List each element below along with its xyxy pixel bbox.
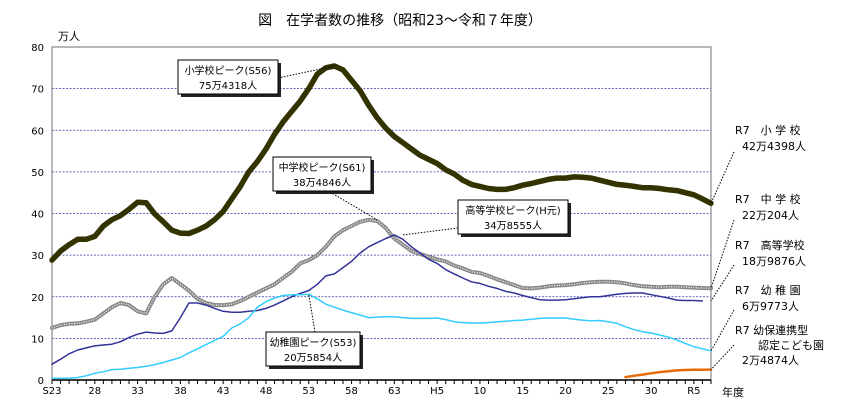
annotation-box <box>457 199 569 235</box>
x-tick-label: 63 <box>388 386 401 397</box>
x-tick-label: H5 <box>430 386 444 397</box>
annotation-title: 中学校ピーク(S61) <box>279 161 366 174</box>
end-label-value: 2万4874人 <box>742 354 799 367</box>
y-tick-label: 60 <box>31 126 44 137</box>
annotation-title: 小学校ピーク(S56) <box>185 64 272 77</box>
y-tick-label: 30 <box>31 251 44 262</box>
x-tick-label: 38 <box>174 386 187 397</box>
annotation-title: 高等学校ピーク(H元) <box>465 204 560 217</box>
y-tick-label: 10 <box>31 334 44 345</box>
end-label-value: 18万9876人 <box>742 255 806 268</box>
annotation-leader <box>308 294 316 333</box>
end-label-subtitle: 認定こども園 <box>758 338 824 352</box>
series-line-3 <box>51 234 704 365</box>
end-label-leader <box>710 344 735 370</box>
y-tick-label: 70 <box>31 85 44 96</box>
end-label-leader <box>710 219 735 289</box>
x-tick-label: 58 <box>345 386 358 397</box>
annotation-leader <box>329 191 378 221</box>
series-line-5 <box>624 368 713 379</box>
x-tick-label: 28 <box>88 386 101 397</box>
end-label-title: R7 幼 稚 園 <box>735 284 801 297</box>
annotation-value: 38万4846人 <box>293 177 351 189</box>
y-tick-label: 20 <box>31 293 44 304</box>
y-tick-label: 50 <box>31 168 44 179</box>
y-axis-unit: 万人 <box>58 30 80 43</box>
y-tick-label: 40 <box>31 210 44 221</box>
y-tick-label: 0 <box>38 376 44 387</box>
series-line-1 <box>49 63 714 263</box>
y-tick-label: 80 <box>31 43 44 54</box>
annotation-value: 75万4318人 <box>199 80 257 92</box>
end-label-leader <box>710 264 735 302</box>
x-tick-label: 30 <box>645 386 658 397</box>
annotation-title: 幼稚園ピーク(S53) <box>270 336 357 349</box>
x-tick-label: 48 <box>260 386 273 397</box>
end-label-value: 22万204人 <box>742 209 799 222</box>
end-label-value: 6万9773人 <box>742 300 799 313</box>
annotation-leader <box>277 65 335 79</box>
x-tick-label: 10 <box>474 386 487 397</box>
x-tick-label: 33 <box>131 386 144 397</box>
x-tick-label: R5 <box>687 386 700 397</box>
x-tick-label: 15 <box>516 386 529 397</box>
end-label-title: R7 中 学 校 <box>735 192 801 206</box>
x-tick-label: 20 <box>559 386 572 397</box>
annotation-box <box>272 156 372 192</box>
x-axis-unit: 年度 <box>722 385 744 399</box>
end-label-leader <box>710 309 735 352</box>
annotation-box <box>177 59 279 95</box>
end-label-title: R7 小 学 校 <box>735 123 801 137</box>
end-label-leader <box>710 151 735 204</box>
x-tick-label: 53 <box>302 386 315 397</box>
end-label-title: R7 幼保連携型 <box>735 323 808 337</box>
annotation-leader <box>402 227 459 236</box>
chart-title: 図 在学者数の推移（昭和23～令和７年度） <box>258 13 542 29</box>
x-tick-label: 25 <box>602 386 615 397</box>
end-label-value: 42万4398人 <box>742 140 806 153</box>
annotation-value: 20万5854人 <box>284 352 342 364</box>
x-tick-label: S23 <box>42 386 61 397</box>
end-label-title: R7 高等学校 <box>735 238 805 252</box>
annotation-value: 34万8555人 <box>484 220 542 232</box>
annotation-box <box>265 331 361 367</box>
x-tick-label: 43 <box>217 386 230 397</box>
series-line-2-pattern <box>51 219 712 329</box>
series-line-2 <box>50 217 713 330</box>
series-line-4 <box>51 293 712 380</box>
